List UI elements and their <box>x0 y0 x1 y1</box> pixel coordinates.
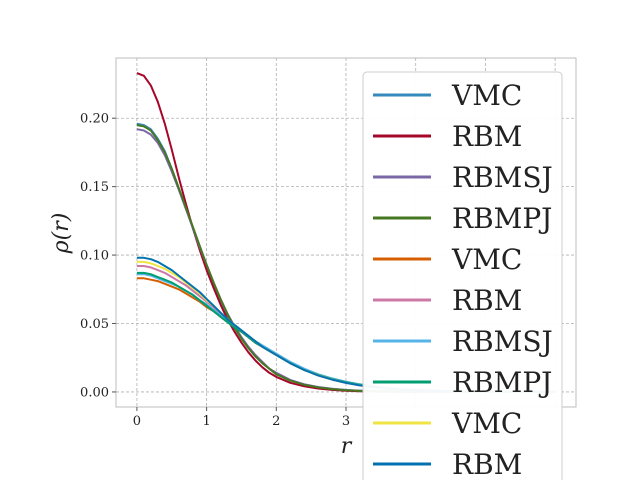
x-tick-label: 3 <box>342 414 350 429</box>
legend-label: RBMSJ <box>452 325 553 358</box>
x-tick-label: 0 <box>133 414 141 429</box>
legend-label: RBMPJ <box>452 202 552 235</box>
y-tick-label: 0.15 <box>80 180 109 195</box>
y-tick-label: 0.10 <box>80 249 109 264</box>
x-axis-title: r <box>341 434 353 459</box>
x-axis-ticks: 0 1 2 3 <box>133 407 350 429</box>
x-tick-label: 1 <box>202 414 210 429</box>
legend-label: VMC <box>451 407 522 440</box>
y-axis-ticks: 0.00 0.05 0.10 0.15 0.20 <box>80 112 116 400</box>
legend-label: RBMSJ <box>452 161 553 194</box>
legend-label: RBM <box>452 284 522 317</box>
x-tick-label: 2 <box>272 414 280 429</box>
y-axis-title: ρ(r) <box>49 213 74 255</box>
legend-box <box>362 71 563 480</box>
legend-label: VMC <box>451 243 522 276</box>
y-tick-label: 0.00 <box>80 385 109 400</box>
legend-label: RBM <box>452 448 522 480</box>
legend-label: RBM <box>452 120 522 153</box>
legend-label: VMC <box>451 79 522 112</box>
legend-label: RBMPJ <box>452 366 552 399</box>
legend: VMC RBM RBMSJ RBMPJ VMC RBM RBMSJ RBMPJ VMC RBM <box>362 71 563 480</box>
y-tick-label: 0.05 <box>80 317 109 332</box>
y-tick-label: 0.20 <box>80 112 109 127</box>
